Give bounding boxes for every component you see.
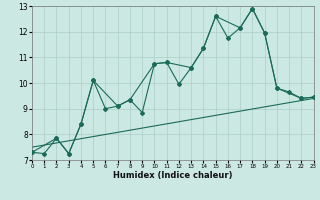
X-axis label: Humidex (Indice chaleur): Humidex (Indice chaleur): [113, 171, 233, 180]
